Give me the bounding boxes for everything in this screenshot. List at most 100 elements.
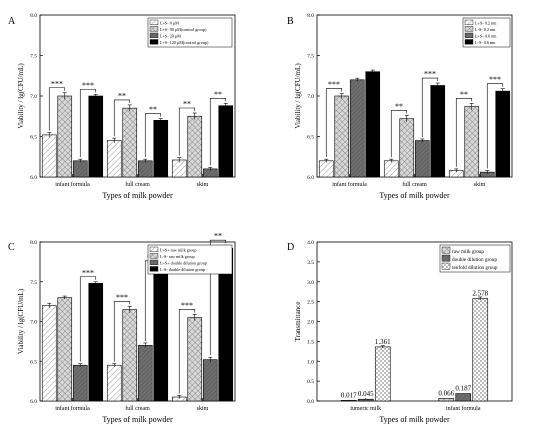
- y-tick-label: 6.0: [307, 175, 314, 181]
- significance-marker: **: [149, 105, 157, 114]
- y-tick-label: 0.5: [307, 379, 314, 385]
- panel-label: D: [287, 242, 294, 253]
- significance-marker: ***: [116, 293, 128, 302]
- bar: [106, 364, 122, 402]
- significance-bracket: [486, 83, 504, 169]
- bar: [41, 134, 57, 178]
- x-tick-label: full cream: [125, 405, 150, 412]
- y-tick-label: 1.5: [307, 339, 314, 345]
- legend-label: L-S- 0.2 nm: [475, 27, 496, 32]
- legend-swatch: [464, 32, 474, 38]
- legend-swatch: [149, 32, 159, 38]
- significance-marker: ***: [181, 301, 193, 310]
- y-axis-label: Viability / lg(CFU/mL): [294, 63, 302, 129]
- bar: [383, 160, 399, 178]
- bar: [187, 115, 203, 178]
- legend-swatch: [441, 254, 451, 262]
- legend-box: [147, 17, 233, 48]
- significance-bracket: [79, 89, 97, 158]
- significance-bracket: [178, 107, 196, 156]
- y-tick-label: 7.0: [30, 320, 37, 326]
- significance-bracket: [209, 239, 227, 356]
- bar: [137, 345, 153, 402]
- data-label: 2.578: [472, 290, 488, 298]
- y-tick-label: 6.5: [307, 135, 314, 141]
- legend-label: L+S- 20 μM: [160, 33, 181, 38]
- bar: [88, 95, 104, 178]
- significance-marker: **: [183, 100, 191, 109]
- significance-marker: **: [214, 90, 222, 99]
- legend: raw milk group double dilution grouptenfo…: [439, 244, 511, 273]
- legend-label: L+S- 0.6 nm: [475, 33, 497, 38]
- legend-label: raw milk group: [452, 249, 484, 255]
- bar: [122, 107, 138, 178]
- significance-bracket: [48, 87, 66, 131]
- x-tick-label: tumeric milk: [350, 406, 381, 412]
- legend-swatch: [149, 259, 159, 265]
- legend-label: L+S- 120 μM(control group): [160, 40, 209, 45]
- bar: [106, 140, 122, 178]
- legend-swatch: [149, 253, 159, 259]
- bar: [430, 85, 446, 178]
- legend-label: L-S- raw milk group: [160, 254, 195, 259]
- bar: [340, 400, 357, 402]
- y-tick-label: 8.0: [30, 13, 37, 19]
- x-axis-label: Types of milk powder: [379, 415, 450, 424]
- legend-box: [439, 244, 511, 273]
- x-tick-label: skim: [197, 182, 209, 188]
- y-tick-label: 3.0: [307, 280, 314, 286]
- legend-swatch: [149, 39, 159, 45]
- y-tick-label: 2.0: [307, 320, 314, 326]
- significance-marker: ***: [51, 79, 63, 88]
- x-tick-label: full cream: [402, 181, 427, 188]
- legend-label: tenfold dilution group: [452, 264, 498, 271]
- legend: L+S- 0.2 nm L-S- 0.2 nmL+S- 0.6 nm L-S- 0.…: [462, 17, 511, 48]
- significance-marker: **: [118, 91, 126, 100]
- data-label: 0.066: [438, 389, 454, 397]
- legend-swatch: [441, 262, 451, 270]
- legend-label: L-S- 0.6 nm: [475, 40, 496, 45]
- y-tick-label: 8.0: [307, 13, 314, 19]
- bar: [153, 267, 169, 402]
- x-tick-label: full cream: [125, 181, 150, 188]
- bar: [41, 305, 57, 402]
- legend-label: L-S- double dilution group: [160, 267, 205, 272]
- data-label: 0.017: [341, 391, 357, 399]
- legend-label: L+S- 0 μM: [160, 20, 179, 25]
- y-tick-label: 8.0: [30, 240, 37, 246]
- legend: L+S+ raw milk group L-S- raw milk groupL+…: [147, 244, 233, 275]
- bar: [334, 95, 350, 178]
- bar: [495, 90, 511, 178]
- panel-label: C: [8, 242, 15, 253]
- x-axis-label: Types of milk powder: [102, 415, 173, 424]
- y-tick-label: 7.5: [307, 54, 314, 60]
- significance-marker: ***: [328, 80, 340, 89]
- bar: [455, 393, 472, 402]
- bar: [187, 317, 203, 402]
- bar: [72, 364, 88, 402]
- legend-label: L+S+ raw milk group: [160, 247, 196, 252]
- significance-bracket: [455, 97, 473, 167]
- bar: [472, 298, 489, 402]
- y-tick-label: 0.0: [307, 399, 314, 405]
- legend-swatch: [149, 26, 159, 32]
- y-tick-label: 6.5: [30, 359, 37, 365]
- y-tick-label: 6.0: [30, 399, 37, 405]
- chart-panel-c: C 6.0 6.5 7.0 7.5 8.0 Viability / lg(CFU/mL) Ty…: [8, 232, 236, 424]
- significance-bracket: [390, 110, 408, 158]
- bar: [318, 160, 334, 178]
- x-axis-label: Types of milk powder: [379, 191, 450, 200]
- bar: [72, 160, 88, 178]
- bar: [349, 79, 365, 178]
- significance-bracket: [79, 276, 97, 362]
- y-tick-label: 2.5: [307, 300, 314, 306]
- significance-bracket: [209, 97, 227, 166]
- x-tick-label: infant formula: [55, 181, 90, 188]
- legend-swatch: [149, 266, 159, 272]
- bar: [153, 120, 169, 178]
- y-tick-label: 7.0: [30, 94, 37, 100]
- chart-panel-b: B 6.0 6.5 7.0 7.5 8.0 Viability / lg(CFU/mL) Ty…: [287, 13, 513, 200]
- y-axis-label: Transmittance: [294, 302, 302, 342]
- legend-label: L+S- 0.2 nm: [475, 20, 497, 25]
